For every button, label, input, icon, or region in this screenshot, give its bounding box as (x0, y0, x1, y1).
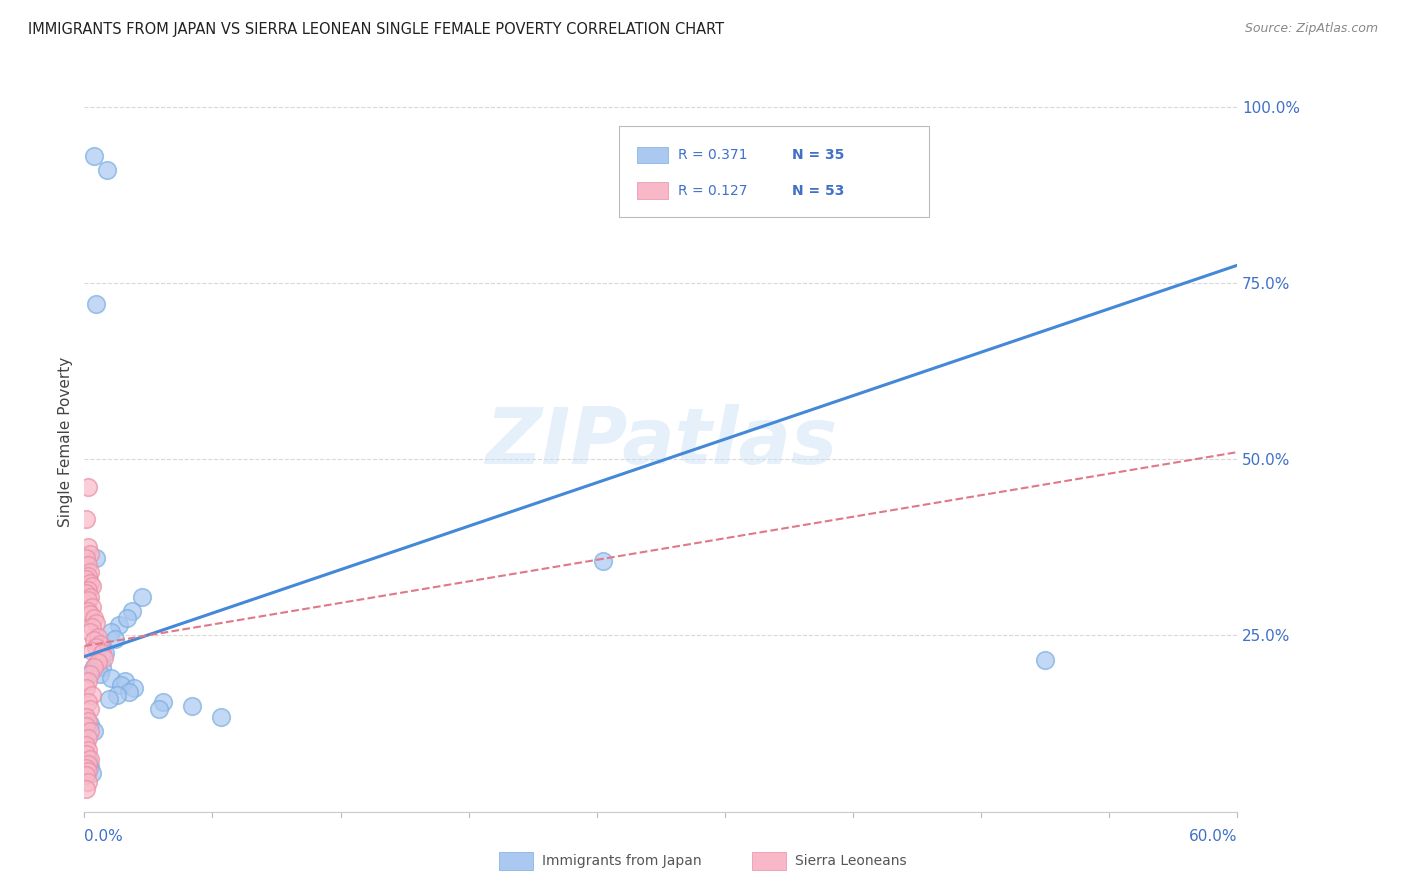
Point (84, 615, 107, 630)
Point (77, 604, 100, 618)
Point (77, 756, 100, 771)
Point (80, 579, 103, 593)
Point (75, 761, 97, 775)
Point (96, 163, 118, 178)
Point (79, 565, 101, 579)
Text: ZIPatlas: ZIPatlas (485, 403, 837, 480)
Point (209, 709, 232, 723)
Point (117, 685, 139, 699)
Point (100, 624, 122, 639)
Point (89, 637, 111, 651)
Point (75, 586, 97, 600)
Point (77, 714, 100, 729)
Point (80, 664, 103, 678)
Point (83, 611, 105, 625)
Point (87, 655, 110, 669)
Point (121, 604, 143, 618)
Point (79, 723, 101, 738)
Text: R = 0.371: R = 0.371 (678, 148, 748, 162)
Point (77, 674, 100, 689)
Point (77, 480, 100, 494)
Point (1033, 653, 1056, 667)
Point (79, 607, 101, 622)
Point (75, 782, 97, 797)
Point (79, 575, 101, 590)
Point (108, 618, 131, 632)
Point (75, 709, 97, 723)
Point (98, 692, 121, 706)
Point (79, 590, 101, 604)
Point (84, 550, 107, 565)
Point (83, 660, 105, 674)
Point (77, 742, 100, 756)
Point (100, 671, 122, 685)
Point (110, 678, 132, 692)
Point (77, 568, 100, 582)
Point (77, 775, 100, 789)
Point (83, 149, 105, 163)
Point (80, 766, 103, 780)
Point (83, 660, 105, 674)
Point (89, 667, 111, 681)
Text: Source: ZipAtlas.com: Source: ZipAtlas.com (1244, 22, 1378, 36)
Point (152, 695, 174, 709)
Point (131, 590, 153, 604)
Point (77, 593, 100, 607)
Point (114, 674, 136, 689)
Point (83, 633, 105, 648)
Point (80, 620, 103, 634)
Point (77, 764, 100, 778)
Point (79, 547, 101, 561)
Point (94, 646, 117, 660)
Point (104, 632, 127, 646)
Point (75, 738, 97, 752)
Point (90, 639, 112, 653)
Point (77, 558, 100, 572)
Point (87, 653, 110, 667)
Point (87, 630, 110, 644)
Point (181, 698, 204, 713)
Point (77, 541, 100, 555)
Text: IMMIGRANTS FROM JAPAN VS SIERRA LEONEAN SINGLE FEMALE POVERTY CORRELATION CHART: IMMIGRANTS FROM JAPAN VS SIERRA LEONEAN … (28, 22, 724, 37)
Point (79, 716, 101, 731)
Point (79, 752, 101, 766)
Point (90, 660, 112, 674)
Text: N = 35: N = 35 (792, 148, 845, 162)
Point (75, 512, 97, 526)
Point (75, 681, 97, 696)
Point (124, 681, 146, 696)
Y-axis label: Single Female Poverty: Single Female Poverty (58, 357, 73, 526)
Point (77, 752, 100, 766)
Text: Immigrants from Japan: Immigrants from Japan (541, 854, 702, 868)
Point (79, 667, 101, 681)
Text: N = 53: N = 53 (792, 184, 845, 198)
Point (77, 695, 100, 709)
Point (79, 624, 101, 639)
Point (80, 644, 103, 658)
Point (77, 731, 100, 745)
Text: 60.0%: 60.0% (1189, 830, 1237, 845)
Point (115, 611, 138, 625)
Text: Sierra Leoneans: Sierra Leoneans (794, 854, 907, 868)
Point (592, 554, 614, 568)
Point (75, 747, 97, 761)
Point (105, 689, 128, 703)
Point (75, 768, 97, 782)
Point (79, 759, 101, 773)
Point (75, 550, 97, 565)
Point (93, 651, 115, 665)
Point (83, 723, 105, 738)
Point (84, 297, 107, 311)
Point (75, 719, 97, 733)
Point (77, 582, 100, 597)
Text: R = 0.127: R = 0.127 (678, 184, 748, 198)
Point (75, 572, 97, 586)
Text: 0.0%: 0.0% (84, 830, 124, 845)
Point (80, 689, 103, 703)
Point (79, 702, 101, 716)
Point (80, 600, 103, 615)
Point (90, 646, 112, 660)
Point (84, 640, 107, 655)
Point (148, 702, 170, 716)
